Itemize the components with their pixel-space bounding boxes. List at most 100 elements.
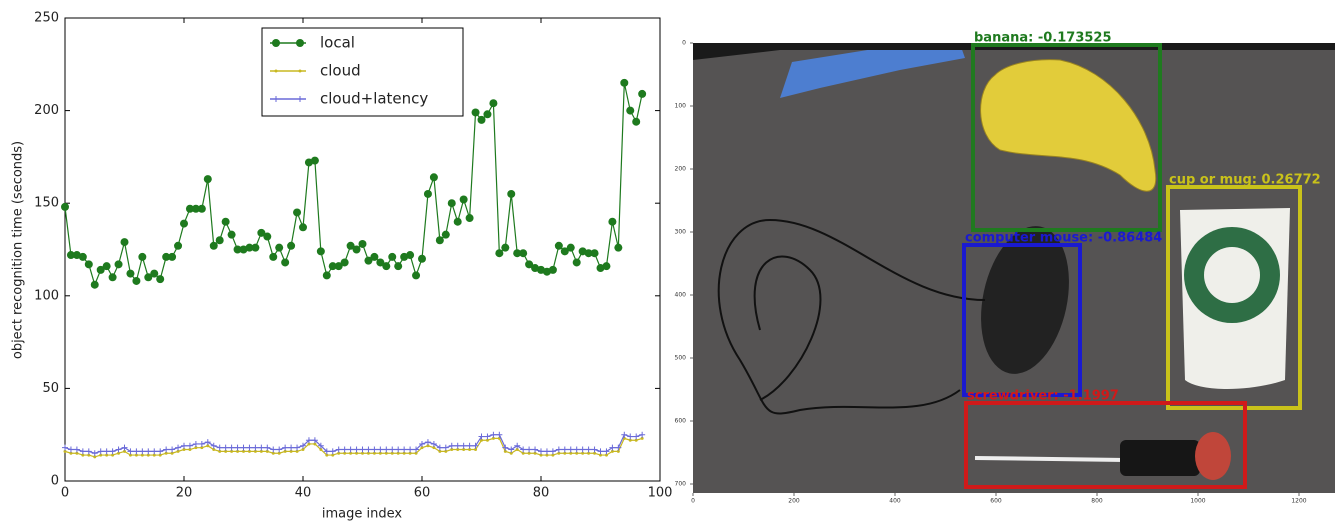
x-axis-label: image index [322,507,402,521]
point [372,451,376,455]
series-markers [62,431,646,457]
legend-markers [273,96,303,102]
point [413,446,420,453]
point [406,251,415,260]
point [610,449,614,453]
point [114,260,123,269]
point [317,442,324,449]
point [414,451,418,455]
point [346,241,355,250]
point [590,249,599,258]
point [460,442,467,449]
legend-label: cloud [320,62,361,80]
series-line [64,433,643,454]
point [146,453,150,457]
point [551,453,555,457]
point [140,453,144,457]
point [120,238,129,247]
point [316,247,325,256]
point [543,448,550,455]
point [640,436,644,440]
point [152,453,156,457]
point [103,448,110,455]
point [388,252,397,261]
point [627,433,634,440]
image-y-tick-label: 0 [682,40,686,47]
point [281,258,290,267]
point [227,230,236,239]
point [264,444,271,451]
point [158,453,162,457]
point [252,444,259,451]
point [561,446,568,453]
point [412,271,421,280]
point [253,449,257,453]
point [364,256,373,265]
point [185,204,194,213]
point [501,243,510,252]
point [181,442,187,449]
point [579,446,586,453]
point [63,449,67,453]
point [490,431,497,438]
point [61,202,69,211]
series-markers [61,78,647,289]
point [212,448,216,452]
point [163,446,170,453]
point [265,449,269,453]
point [168,252,177,261]
point [597,448,604,455]
point [310,156,319,165]
point [209,241,218,250]
image-x-tick-label: 600 [990,498,1002,505]
screwdriver-handle [1120,440,1200,476]
point [319,448,323,452]
point [513,249,522,258]
photo: banana: -0.173525 cup or mug: 0.26772 comp… [693,31,1335,493]
point [230,449,234,453]
point [258,444,265,451]
point [283,449,287,453]
point [73,446,80,453]
cable-loop [753,255,822,401]
legend-markers [272,39,304,47]
point [545,453,549,457]
point [408,451,412,455]
point [188,448,192,452]
y-tick-label: 50 [42,381,59,396]
point [150,269,159,278]
point [358,239,367,248]
point [180,219,188,228]
point [90,280,99,289]
point [295,449,299,453]
cable [717,218,986,415]
series-markers [63,436,644,459]
image-x-tick-label: 1000 [1190,498,1205,505]
point [402,451,406,455]
point [164,451,168,455]
point [465,214,474,223]
point [585,446,592,453]
point [251,243,260,252]
point [121,444,128,451]
point [203,175,212,184]
point [197,204,206,213]
point [569,451,573,455]
point [311,437,318,444]
point [604,453,608,457]
point [287,241,296,250]
point [502,444,509,451]
point [270,446,277,453]
point [75,451,79,455]
point [349,451,353,455]
point [151,448,158,455]
point [62,444,68,451]
point [337,451,341,455]
mouse [981,226,1069,374]
point [66,251,75,260]
point [430,440,437,447]
point [139,448,146,455]
point [450,448,454,452]
image-x-tick-label: 1200 [1291,498,1306,505]
point [294,444,301,451]
